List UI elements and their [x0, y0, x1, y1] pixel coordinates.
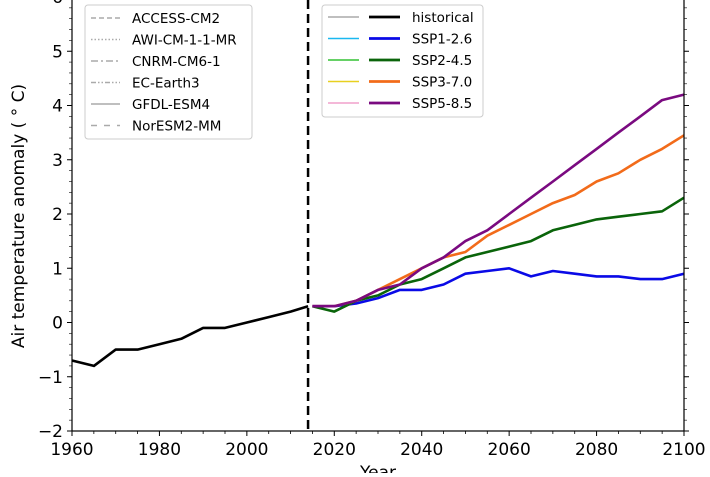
y-tick-label: 6 — [52, 0, 63, 8]
model-legend-label: CNRM-CM6-1 — [132, 54, 221, 70]
model-legend-entry: EC-Earth3 — [91, 76, 200, 92]
y-tick-label: 4 — [52, 97, 63, 117]
model-legend-entry: NorESM2-MM — [91, 119, 221, 135]
scenario-legend-entry: SSP1-2.6 — [328, 32, 472, 48]
y-tick-label: 3 — [52, 151, 63, 171]
model-legend-entry: ACCESS-CM2 — [91, 11, 220, 27]
y-tick-label: 2 — [52, 205, 63, 225]
scenario-legend-entry: SSP3-7.0 — [328, 75, 472, 91]
series-line-SSP1-2.6 — [312, 266, 685, 308]
series-line-SSP5-8.5 — [312, 93, 685, 308]
y-tick-label: 5 — [52, 42, 63, 62]
scenario-legend-entry: historical — [328, 10, 474, 26]
model-legend-label: GFDL-ESM4 — [132, 97, 210, 113]
x-tick-label: 2100 — [662, 440, 705, 460]
scenario-legend-entry: SSP5-8.5 — [328, 96, 472, 112]
scenario-legend-label: historical — [412, 10, 474, 26]
y-tick-label: −2 — [38, 422, 63, 442]
model-legend-entry: CNRM-CM6-1 — [91, 54, 221, 70]
y-tick-label: 1 — [52, 259, 63, 279]
model-legend-label: EC-Earth3 — [132, 76, 200, 92]
x-tick-label: 1980 — [138, 440, 181, 460]
scenario-legend-label: SSP1-2.6 — [412, 32, 472, 48]
scenario-legend-label: SSP3-7.0 — [412, 75, 472, 91]
scenario-legend: historical SSP1-2.6 SSP2-4.5 SSP3-7.0 SSP5-8… — [321, 4, 484, 118]
scenario-legend-label: SSP2-4.5 — [412, 53, 472, 69]
x-tick-label: 2040 — [400, 440, 443, 460]
model-legend: ACCESS-CM2 AWI-CM-1-1-MR CNRM-CM6-1 EC-Eart… — [84, 4, 253, 140]
y-tick-label: −1 — [38, 368, 63, 388]
x-tick-label: 2060 — [488, 440, 531, 460]
series-layer — [71, 93, 685, 368]
model-legend-entry: AWI-CM-1-1-MR — [91, 33, 237, 49]
axes: 1960 1980 2000 2020 2040 2060 2080 2100 −2 −1 0 1 2 3… — [38, 0, 706, 460]
y-axis-label: Air temperature anomaly ( ° C) — [9, 84, 29, 348]
scenario-legend-entry: SSP2-4.5 — [328, 53, 472, 69]
x-tick-label: 2020 — [313, 440, 356, 460]
series-line-historical — [71, 304, 309, 368]
model-legend-entry: GFDL-ESM4 — [91, 97, 210, 113]
y-tick-label: 0 — [52, 314, 63, 334]
model-legend-label: AWI-CM-1-1-MR — [132, 33, 237, 49]
model-legend-label: ACCESS-CM2 — [132, 11, 220, 27]
model-legend-label: NorESM2-MM — [132, 119, 221, 135]
x-tick-label: 1960 — [50, 440, 93, 460]
series-line-SSP2-4.5 — [312, 196, 685, 313]
x-axis-label: Year — [359, 463, 396, 473]
scenario-legend-label: SSP5-8.5 — [412, 96, 472, 112]
x-tick-label: 2080 — [575, 440, 618, 460]
x-tick-label: 2000 — [225, 440, 268, 460]
